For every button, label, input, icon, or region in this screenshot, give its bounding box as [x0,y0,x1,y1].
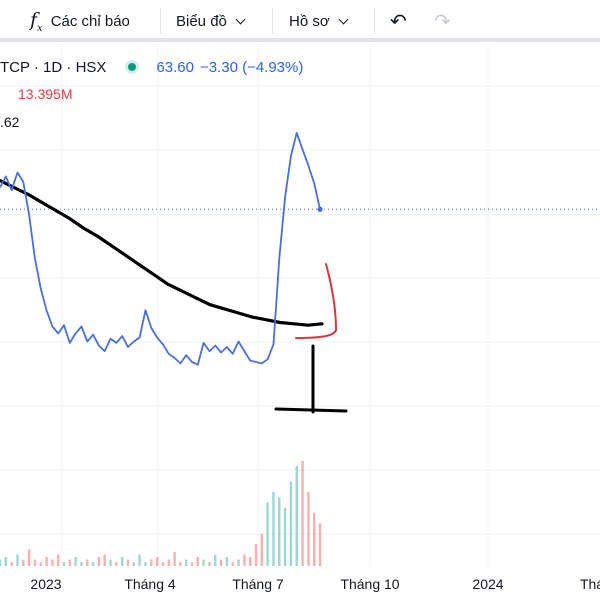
price-chart[interactable] [0,46,600,566]
volume-bar [74,557,77,566]
volume-bar [86,559,89,566]
volume-bar [22,559,25,566]
volume-bar [254,544,258,566]
symbol-label[interactable]: TCP · 1D · HSX [0,58,107,76]
volume-bar [155,557,159,566]
volume-bar [184,559,188,566]
volume-bar [39,562,42,566]
chart-type-label: Biểu đồ [176,12,227,30]
volume-bar [120,557,124,566]
volume-bar [62,562,66,566]
x-axis-tick-label: Tháng 7 [232,576,284,592]
volume-bar [190,562,194,566]
volume-bar [80,562,83,566]
volume-bar [126,559,130,566]
volume-bar [272,492,275,566]
volume-bar [196,557,200,566]
volume-bar [91,562,95,566]
red-bracket-annotation [295,263,338,339]
toolbar-divider [160,8,161,34]
volume-bar [295,466,298,566]
last-price-dot [317,206,323,212]
volume-bar [179,562,182,566]
volume-bar [312,512,316,566]
price-line [0,132,321,366]
market-status-icon [128,63,137,71]
x-axis-tick-label: Tháng 4 [124,576,176,592]
volume-bar [243,554,246,566]
x-axis-tick-label: Tháng 10 [340,576,400,592]
moving-average-line [0,179,324,327]
volume-bar [68,559,72,566]
toolbar-divider [374,8,375,34]
chevron-down-icon [338,14,349,24]
volume-bar [56,554,60,566]
indicators-button[interactable]: fx Các chỉ báo [30,0,130,42]
last-price: 63.60 [156,58,194,76]
toolbar-divider [272,8,273,34]
moving-average-value: .62 [0,114,20,130]
symbol-legend: TCP · 1D · HSX 63.60 −3.30 (−4.93%) [0,56,303,78]
x-axis-tick-label: 2023 [30,576,62,592]
volume-bar [248,557,252,566]
profile-dropdown[interactable]: Hồ sơ [289,0,349,42]
volume-bar [33,559,37,566]
volume-bar [27,549,31,566]
volume-bar [307,492,310,566]
volume-bar [214,554,217,566]
volume-bar [97,557,101,566]
time-axis[interactable]: 2023 Tháng 4 Tháng 7 Tháng 10 2024 Thá [0,570,600,600]
volume-bar [173,551,176,566]
chevron-down-icon [235,14,246,24]
volume-bar [283,507,287,566]
volume-bar [45,557,48,566]
volume-bar [16,554,19,566]
volume-bar [115,562,118,566]
volume-bar [278,497,281,566]
volume-bar [4,557,8,566]
volume-bar [318,523,322,566]
volume-bar [225,557,229,566]
redo-icon: ↷ [434,10,451,33]
volume-bar [208,562,211,566]
volume-bar [0,559,2,566]
volume-bar [132,562,136,566]
volume-bar [237,559,240,566]
volume-bar [266,502,269,566]
price-change: −3.30 (−4.93%) [199,58,304,76]
volume-bar [161,562,165,566]
profile-label: Hồ sơ [289,12,330,30]
volume-bar [109,559,112,566]
volume-bar [167,559,170,566]
support-annotation-horizontal [274,407,348,413]
undo-icon: ↶ [390,10,407,33]
top-toolbar: fx Các chỉ báo Biểu đồ Hồ sơ ↶ ↷ [0,0,600,42]
x-axis-tick-label: Thá [579,576,600,592]
volume-bar [289,481,293,566]
volume-bar [231,562,234,566]
volume-bar [260,533,264,566]
volume-bar [51,559,54,566]
volume-value: 13.395M [18,86,73,102]
volume-bar [301,460,304,566]
volume-bar [10,562,13,566]
indicators-label: Các chỉ báo [50,12,130,30]
function-icon: fx [30,8,43,34]
volume-bar [150,559,153,566]
undo-button[interactable]: ↶ [390,0,407,42]
volume-bar [138,554,141,566]
x-axis-tick-label: 2024 [472,576,504,592]
volume-bar [103,554,106,566]
volume-bar [219,559,223,566]
chart-type-dropdown[interactable]: Biểu đồ [176,0,246,42]
volume-bar [202,559,205,566]
redo-button[interactable]: ↷ [434,0,451,42]
volume-bar [144,562,147,566]
